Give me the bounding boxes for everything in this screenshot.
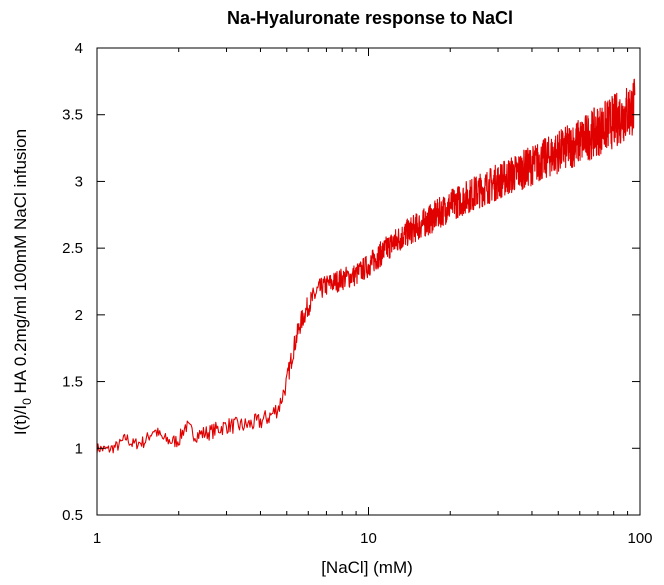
series-line bbox=[96, 78, 636, 454]
plot-area bbox=[96, 78, 636, 454]
x-tick-label: 1 bbox=[93, 530, 101, 547]
y-tick-label: 0.5 bbox=[62, 507, 83, 524]
y-tick-label: 4 bbox=[75, 40, 83, 57]
y-tick-label: 3 bbox=[75, 173, 83, 190]
x-tick-label: 10 bbox=[360, 530, 377, 547]
y-axis-label-rest: HA 0.2mg/ml 100mM NaCl infusion bbox=[11, 129, 30, 398]
axes: 0.5 1 1.5 2 2.5 3 3.5 4 1 10 100 bbox=[62, 40, 652, 547]
y-tick-label: 2.5 bbox=[62, 240, 83, 257]
svg-text:I(t)/I0 HA 0.2mg/ml 100mM NaCl: I(t)/I0 HA 0.2mg/ml 100mM NaCl infusion bbox=[11, 129, 34, 435]
chart-title: Na-Hyaluronate response to NaCl bbox=[227, 8, 513, 28]
y-axis-label-main: I(t)/I bbox=[11, 405, 30, 435]
x-axis-label: [NaCl] (mM) bbox=[321, 558, 413, 577]
y-tick-label: 2 bbox=[75, 307, 83, 324]
y-tick-label: 1 bbox=[75, 440, 83, 457]
y-tick-label: 1.5 bbox=[62, 374, 83, 391]
x-tick-label: 100 bbox=[627, 530, 652, 547]
y-tick-label: 3.5 bbox=[62, 107, 83, 124]
y-axis-label-subscript: 0 bbox=[20, 398, 34, 405]
y-axis-label: I(t)/I0 HA 0.2mg/ml 100mM NaCl infusion bbox=[11, 129, 34, 435]
